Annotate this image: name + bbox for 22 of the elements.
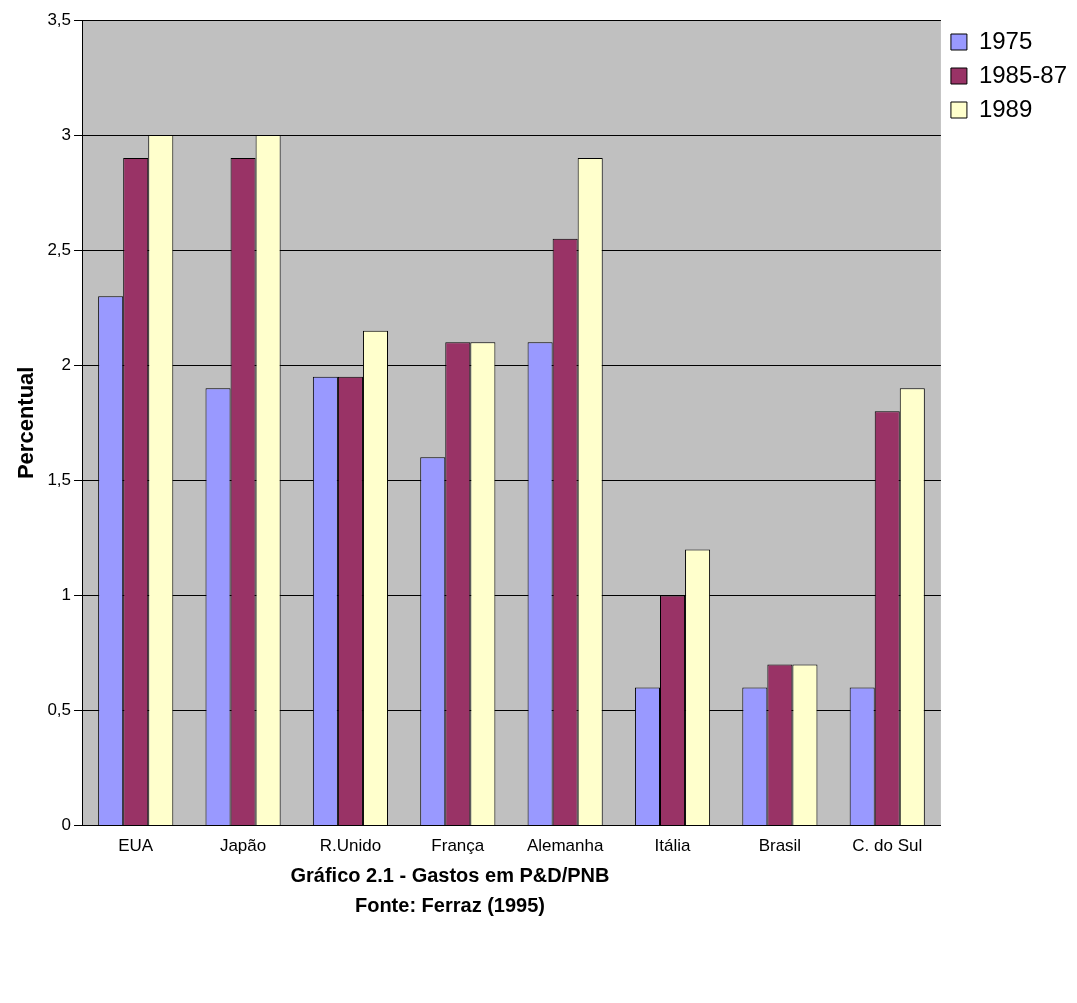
y-tick-label: 0 <box>61 815 72 835</box>
text: Gráfico 2.1 - Gastos em P&D/PNB <box>289 863 611 888</box>
y-tick-label: 1 <box>61 585 72 605</box>
x-tick-label: França <box>431 836 485 856</box>
x-tick-label: C. do Sul <box>852 836 923 856</box>
y-tick-label: 2 <box>61 354 72 374</box>
y-tick-label: 3 <box>61 124 72 144</box>
x-tick-label: Japão <box>219 836 267 856</box>
x-tick-label: Itália <box>654 836 692 856</box>
x-tick-label: Brasil <box>758 836 802 856</box>
x-tick-label: EUA <box>118 836 154 856</box>
legend-label: 1985-87 <box>978 60 1067 88</box>
y-tick-label: 3,5 <box>47 9 72 29</box>
y-tick-label: 2,5 <box>47 239 72 259</box>
y-tick-label: 0,5 <box>47 700 72 720</box>
legend-label: 1975 <box>978 26 1033 54</box>
x-tick-label: R.Unido <box>319 836 382 856</box>
y-axis-title: Percentual <box>13 366 39 480</box>
source-note: Fonte: Ferraz (1995) <box>353 893 547 918</box>
y-tick-label: 1,5 <box>47 470 72 490</box>
x-tick-label: Alemanha <box>526 836 604 856</box>
legend-label: 1989 <box>978 94 1033 122</box>
